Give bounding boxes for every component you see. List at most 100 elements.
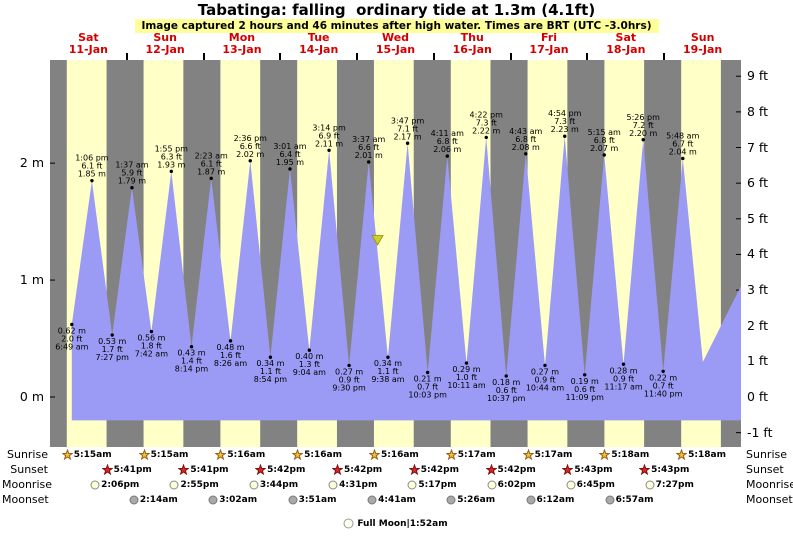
day-label: Sun 12-Jan <box>145 31 185 56</box>
tide-annotation: 3:37 am 6.6 ft 2.01 m <box>352 135 385 160</box>
tide-extreme-dot <box>149 329 154 334</box>
tide-extreme-dot <box>445 154 449 158</box>
moonrise-item: 6:45pm <box>566 478 615 491</box>
right-axis-label: 3 ft <box>747 282 769 298</box>
tide-extreme-dot <box>268 355 273 359</box>
tide-annotation: 3:14 pm 6.9 ft 2.11 m <box>312 123 346 148</box>
moonset-item: 5:26am <box>446 493 495 506</box>
sunset-item: 5:42pm <box>331 463 383 476</box>
sunrise-item: 5:16am <box>215 448 265 461</box>
tide-annotation: 4:11 am 6.8 ft 2.06 m <box>431 129 464 154</box>
tide-extreme-dot <box>583 373 587 377</box>
moonset-circle-icon <box>208 495 218 505</box>
tide-extreme-dot <box>228 339 233 343</box>
moonrise-row-label-right: Moonrise <box>746 478 793 491</box>
sunrise-item: 5:16am <box>292 448 342 461</box>
right-axis-label: -1 ft <box>747 424 773 440</box>
tide-annotation: 0.34 m 1.1 ft 9:38 am <box>371 359 404 384</box>
sunset-time: 5:42pm <box>420 464 459 475</box>
sunrise-star-icon <box>292 449 304 460</box>
tide-annotation: 0.21 m 0.7 ft 10:03 pm <box>408 374 447 399</box>
day-boundary-tick <box>125 53 128 60</box>
sunset-item: 5:42pm <box>408 463 459 476</box>
sunset-time: 5:42pm <box>497 464 536 475</box>
tide-extreme-dot <box>366 160 371 164</box>
moonrise-circle-icon <box>487 480 497 490</box>
tide-extreme-dot <box>543 363 547 368</box>
tide-annotation: 0.48 m 1.6 ft 8:26 am <box>214 343 247 368</box>
sunrise-star-icon <box>215 449 227 460</box>
moonrise-circle-icon <box>328 480 338 490</box>
moonrise-circle-icon <box>645 480 655 490</box>
tide-annotation: 0.18 m 0.6 ft 10:37 pm <box>487 378 526 403</box>
day-boundary-tick <box>663 53 666 60</box>
sunset-row-label-right: Sunset <box>746 463 784 476</box>
moonrise-item: 5:17pm <box>407 478 457 491</box>
sunset-item: 5:41pm <box>101 463 152 476</box>
day-label: Fri 17-Jan <box>529 31 569 56</box>
sunrise-item: 5:17am <box>522 448 573 461</box>
chart-title: Tabatinga: falling ordinary tide at 1.3m… <box>197 1 596 19</box>
sunrise-star-icon <box>61 449 73 460</box>
sunset-time: 5:43pm <box>574 464 613 475</box>
sunrise-star-icon <box>138 449 150 460</box>
tide-extreme-dot <box>169 169 173 174</box>
right-axis-label: 8 ft <box>747 103 769 119</box>
moonrise-circle-icon <box>566 480 576 490</box>
sunrise-star-icon <box>522 449 534 460</box>
moonrise-item: 2:06pm <box>90 478 139 491</box>
sunrise-time: 5:18am <box>611 449 650 460</box>
day-label: Thu 16-Jan <box>452 31 492 56</box>
tide-extreme-dot <box>621 362 626 366</box>
tide-extreme-dot <box>90 178 94 183</box>
sunset-row-label-left: Sunset <box>10 463 48 476</box>
day-label: Sat 11-Jan <box>68 31 108 56</box>
sunrise-time: 5:17am <box>534 449 573 460</box>
right-axis-label: 9 ft <box>747 68 769 84</box>
tide-annotation: 1:06 pm 6.1 ft 1.85 m <box>75 154 109 179</box>
tide-annotation: 0.56 m 1.8 ft 7:42 am <box>135 334 168 359</box>
tide-annotation: 0.34 m 1.1 ft 8:54 pm <box>254 359 288 384</box>
sunset-item: 5:42pm <box>485 463 536 476</box>
tide-extreme-dot <box>563 134 567 138</box>
moonset-circle-icon <box>288 495 298 505</box>
tide-curve <box>71 136 741 421</box>
sunset-star-icon <box>101 464 113 475</box>
moonset-circle-icon <box>605 495 615 505</box>
tide-annotation: 4:54 pm 7.3 ft 2.23 m <box>548 109 582 134</box>
sunrise-star-icon <box>368 449 380 460</box>
sunset-time: 5:42pm <box>343 464 383 475</box>
sunrise-time: 5:16am <box>304 449 343 460</box>
day-label: Tue 14-Jan <box>299 31 339 56</box>
moonrise-circle-icon <box>90 480 100 490</box>
tide-annotation: 0.27 m 0.9 ft 10:44 am <box>526 367 565 392</box>
moonset-circle-icon <box>446 495 456 505</box>
moonrise-time: 3:44pm <box>259 479 299 490</box>
tide-extreme-dot <box>602 153 606 157</box>
left-axis-label: 1 m <box>19 272 44 288</box>
tide-extreme-dot <box>307 348 312 352</box>
tide-annotation: 0.40 m 1.3 ft 9:04 am <box>293 352 326 377</box>
moonrise-time: 2:55pm <box>180 479 219 490</box>
moonset-row-label-right: Moonset <box>746 493 793 506</box>
moonset-item: 6:57am <box>605 493 654 506</box>
sunrise-row-label-right: Sunrise <box>746 448 788 461</box>
tide-annotation: 0.28 m 0.9 ft 11:17 am <box>604 366 643 391</box>
right-axis-label: 5 ft <box>747 210 769 226</box>
tide-extreme-dot <box>681 156 685 161</box>
day-boundary-tick <box>432 53 435 60</box>
full-moon-icon <box>343 518 354 529</box>
moonrise-time: 5:17pm <box>418 479 457 490</box>
tide-extreme-dot <box>70 322 74 327</box>
moonrise-item: 4:31pm <box>328 478 377 491</box>
right-axis-label: 1 ft <box>747 353 769 369</box>
day-label: Mon 13-Jan <box>222 31 262 56</box>
tide-annotation: 0.53 m 1.7 ft 7:27 pm <box>96 337 130 362</box>
moonset-time: 2:14am <box>139 494 178 505</box>
tide-annotation: 0.27 m 0.9 ft 9:30 pm <box>332 367 366 392</box>
moonrise-row-label-left: Moonrise <box>2 478 52 491</box>
moonrise-item: 6:02pm <box>487 478 536 491</box>
sunset-time: 5:42pm <box>267 464 306 475</box>
sunrise-row-label-left: Sunrise <box>6 448 48 461</box>
sunset-time: 5:43pm <box>651 464 690 475</box>
